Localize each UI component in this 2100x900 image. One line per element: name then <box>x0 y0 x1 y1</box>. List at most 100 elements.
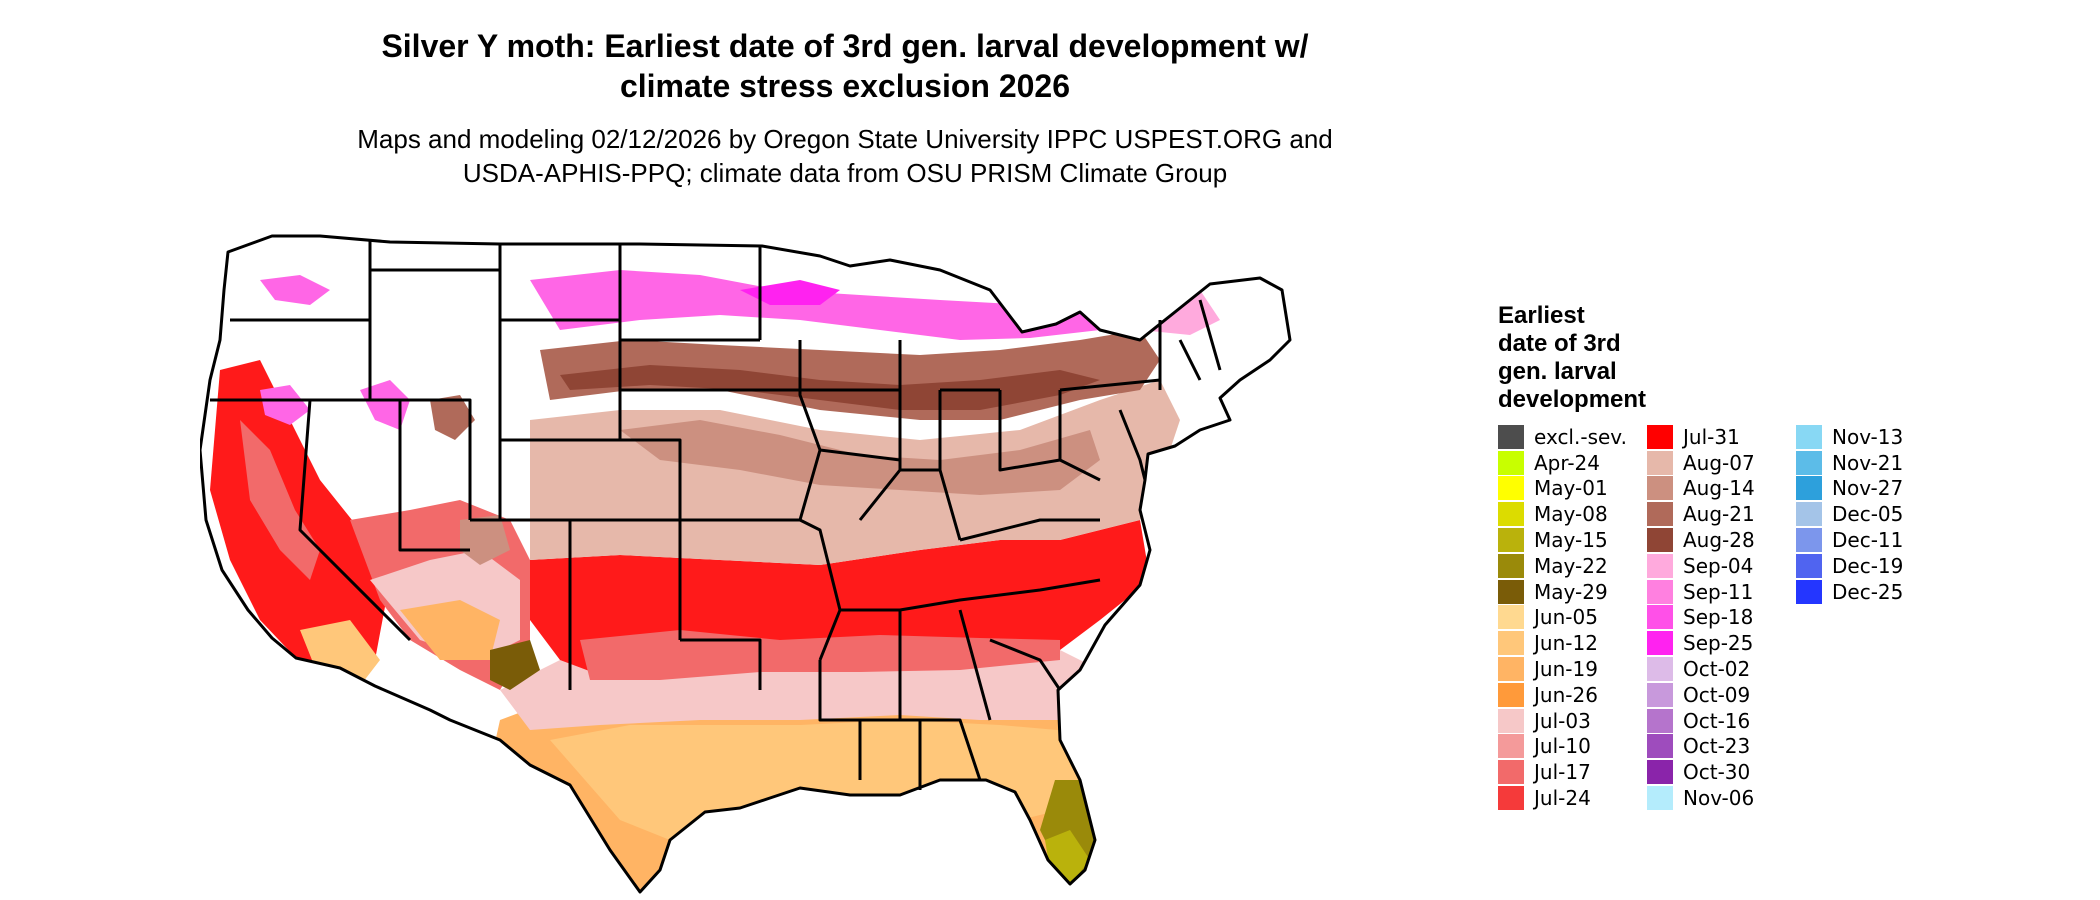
legend-swatch <box>1647 657 1673 682</box>
legend-swatch <box>1498 708 1524 733</box>
legend-label: May-15 <box>1534 528 1608 553</box>
map-subtitle-line-2: USDA-APHIS-PPQ; climate data from OSU PR… <box>462 158 1228 188</box>
legend-swatch <box>1498 734 1524 759</box>
legend-title-line: gen. larval <box>1498 358 1617 385</box>
legend-item: Nov-21 <box>1796 450 1903 476</box>
legend-title-line: Earliest <box>1498 302 1585 329</box>
legend-label: Jul-03 <box>1534 708 1591 733</box>
legend-item: Aug-07 <box>1647 450 1755 476</box>
legend-item: Jul-17 <box>1498 759 1627 785</box>
legend-column-2: Jul-31 Aug-07 Aug-14 Aug-21 Aug-28 Sep-04 Sep-… <box>1647 424 1755 811</box>
legend-swatch <box>1498 476 1524 501</box>
map-subtitle-line-1: Maps and modeling 02/12/2026 by Oregon S… <box>357 124 1333 154</box>
legend-label: May-08 <box>1534 502 1608 527</box>
legend-label: Jul-17 <box>1534 760 1591 785</box>
legend-item: May-29 <box>1498 579 1627 605</box>
legend-swatch <box>1647 450 1673 475</box>
legend-swatch <box>1796 502 1822 527</box>
legend-swatch <box>1647 528 1673 553</box>
legend-item: Dec-11 <box>1796 527 1903 553</box>
map-title: Silver Y moth: Earliest date of 3rd gen.… <box>200 26 1490 106</box>
legend-label: Oct-02 <box>1683 657 1751 682</box>
legend-item: Oct-16 <box>1647 708 1755 734</box>
legend-item: Jun-19 <box>1498 656 1627 682</box>
legend-swatch <box>1796 476 1822 501</box>
legend-label: Nov-27 <box>1832 476 1904 501</box>
legend-item: Dec-05 <box>1796 501 1903 527</box>
legend-swatch <box>1647 476 1673 501</box>
legend-label: Jun-26 <box>1534 682 1598 707</box>
legend-swatch <box>1498 786 1524 811</box>
legend-swatch <box>1498 682 1524 707</box>
legend-item: May-01 <box>1498 476 1627 502</box>
legend-swatch <box>1647 424 1673 449</box>
legend-item: Aug-21 <box>1647 501 1755 527</box>
legend-swatch <box>1498 760 1524 785</box>
map-title-line-1: Silver Y moth: Earliest date of 3rd gen.… <box>381 28 1309 64</box>
legend-swatch <box>1498 631 1524 656</box>
legend-label: Jun-05 <box>1534 605 1598 630</box>
legend-item: Aug-28 <box>1647 527 1755 553</box>
legend-label: Dec-11 <box>1832 528 1904 553</box>
legend-label: Sep-25 <box>1683 631 1754 656</box>
legend-swatch <box>1647 708 1673 733</box>
legend-item: Jul-24 <box>1498 785 1627 811</box>
legend-swatch <box>1498 657 1524 682</box>
legend-title-line: development <box>1498 386 1647 413</box>
legend-item: Oct-09 <box>1647 682 1755 708</box>
legend-item: Nov-13 <box>1796 424 1903 450</box>
legend-item: Dec-19 <box>1796 553 1903 579</box>
legend-label: Aug-28 <box>1683 528 1755 553</box>
legend-label: Oct-23 <box>1683 734 1751 759</box>
legend-label: Sep-04 <box>1683 553 1754 578</box>
legend-item: Nov-06 <box>1647 785 1755 811</box>
legend-swatch <box>1498 502 1524 527</box>
legend-title-line: date of 3rd <box>1498 330 1621 357</box>
legend-label: excl.-sev. <box>1534 424 1627 449</box>
legend-item: Sep-04 <box>1647 553 1755 579</box>
legend-label: Sep-11 <box>1683 579 1754 604</box>
legend-item: Sep-18 <box>1647 605 1755 631</box>
legend-swatch <box>1647 786 1673 811</box>
legend-item: Oct-30 <box>1647 759 1755 785</box>
legend-column-1: excl.-sev. Apr-24 May-01 May-08 May-15 May-22… <box>1498 424 1627 811</box>
state-boundaries <box>200 234 1292 894</box>
legend-label: Jul-24 <box>1534 786 1591 811</box>
legend-label: Jul-10 <box>1534 734 1591 759</box>
legend-label: Aug-07 <box>1683 450 1755 475</box>
legend-item: Jun-26 <box>1498 682 1627 708</box>
legend-item: Jun-12 <box>1498 630 1627 656</box>
legend-item: Jul-10 <box>1498 734 1627 760</box>
legend-item: Apr-24 <box>1498 450 1627 476</box>
legend-label: Dec-25 <box>1832 579 1904 604</box>
legend-item: May-15 <box>1498 527 1627 553</box>
legend-swatch <box>1647 605 1673 630</box>
legend-item: Jul-03 <box>1498 708 1627 734</box>
legend-swatch <box>1647 579 1673 604</box>
legend-item: Sep-25 <box>1647 630 1755 656</box>
legend-item: Oct-02 <box>1647 656 1755 682</box>
legend-swatch <box>1647 760 1673 785</box>
legend-title: Earliest date of 3rd gen. larval develop… <box>1498 302 1646 414</box>
legend-label: Nov-21 <box>1832 450 1904 475</box>
legend-label: Aug-14 <box>1683 476 1755 501</box>
legend-label: Nov-13 <box>1832 424 1904 449</box>
legend-swatch <box>1647 734 1673 759</box>
legend-swatch <box>1647 553 1673 578</box>
legend-label: Dec-05 <box>1832 502 1904 527</box>
phenology-raster <box>200 236 1290 892</box>
legend-item: Jun-05 <box>1498 605 1627 631</box>
legend-item: Nov-27 <box>1796 476 1903 502</box>
legend-label: Jul-31 <box>1683 424 1740 449</box>
legend-label: May-29 <box>1534 579 1608 604</box>
legend-label: Jun-12 <box>1534 631 1598 656</box>
legend-label: Nov-06 <box>1683 786 1755 811</box>
legend-swatch <box>1796 553 1822 578</box>
legend-item: Dec-25 <box>1796 579 1903 605</box>
legend-label: Aug-21 <box>1683 502 1755 527</box>
legend-swatch <box>1498 424 1524 449</box>
legend-label: May-22 <box>1534 553 1608 578</box>
legend-swatch <box>1498 605 1524 630</box>
legend-item: excl.-sev. <box>1498 424 1627 450</box>
legend-swatch <box>1647 502 1673 527</box>
